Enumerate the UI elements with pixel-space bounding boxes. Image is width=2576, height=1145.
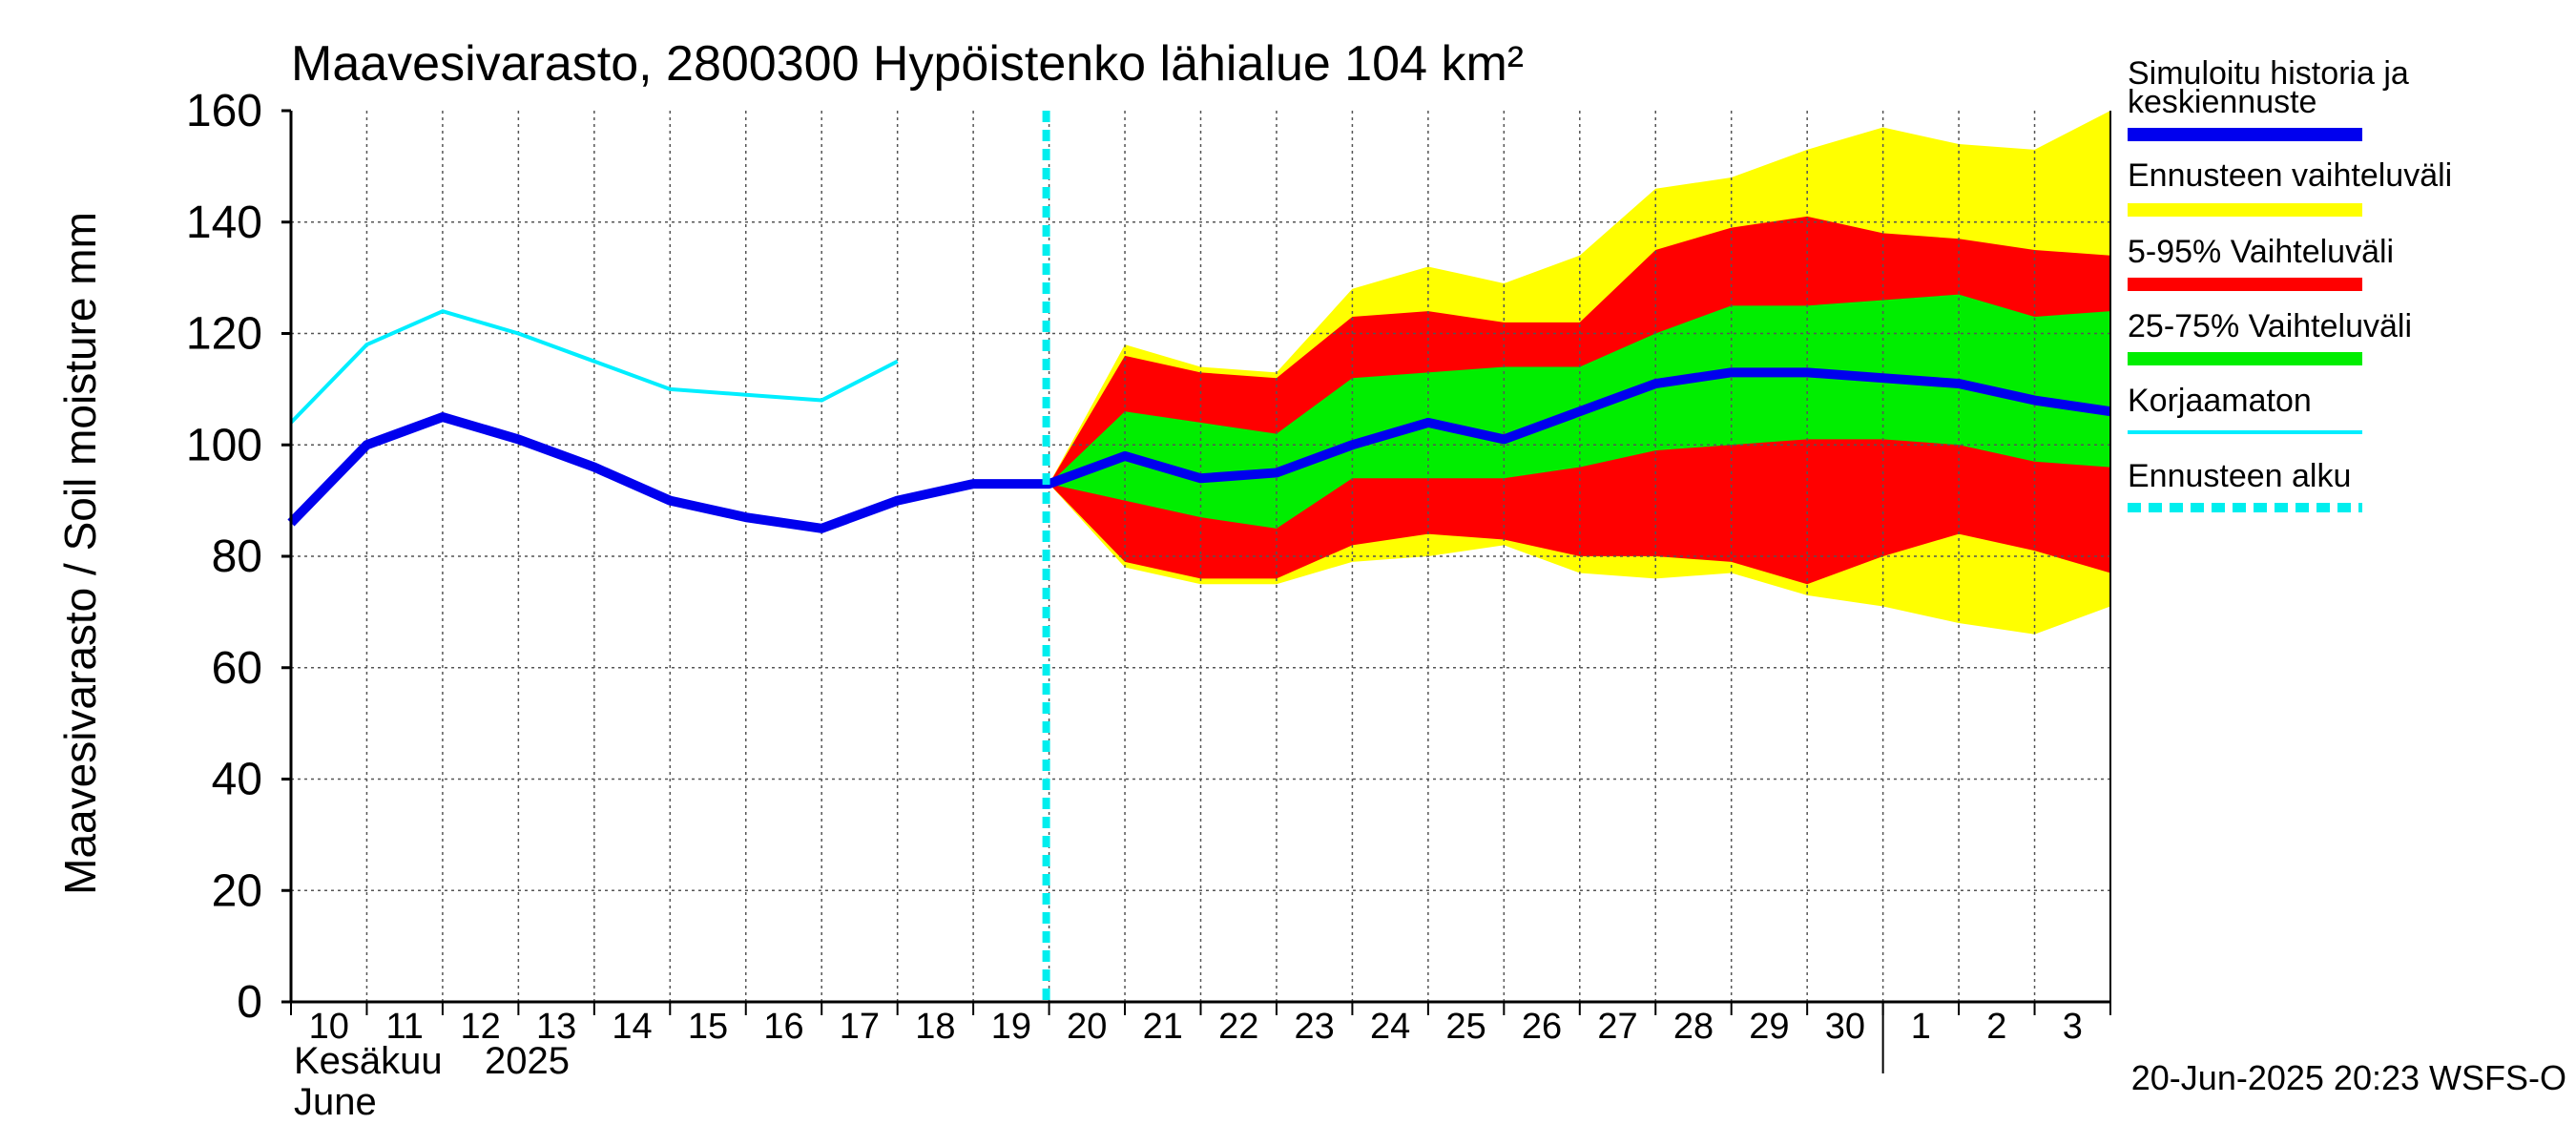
- x-tick-label-5: 15: [688, 1007, 728, 1047]
- legend-label-4: Korjaamaton: [2128, 383, 2312, 419]
- x-tick-label-23: 3: [2063, 1007, 2083, 1047]
- series-line-0: [289, 309, 899, 425]
- month-label-en: June: [294, 1081, 377, 1123]
- year-label: 2025: [485, 1040, 570, 1082]
- legend-label-0-line2: keskiennuste: [2128, 84, 2316, 120]
- chart-title: Maavesivarasto, 2800300 Hypöistenko lähi…: [291, 36, 1524, 92]
- x-tick-label-11: 21: [1143, 1007, 1183, 1047]
- x-tick-label-15: 25: [1445, 1007, 1485, 1047]
- x-tick-label-3: 13: [536, 1007, 576, 1047]
- y-tick-label-7: 140: [186, 198, 262, 248]
- y-tick-label-6: 120: [186, 309, 262, 360]
- y-axis-label: Maavesivarasto / Soil moisture mm: [55, 212, 105, 895]
- y-tick-label-2: 40: [212, 755, 262, 805]
- legend-label-0: Simuloitu historia ja: [2128, 55, 2409, 92]
- legend-label-3: 25-75% Vaihteluväli: [2128, 308, 2412, 344]
- x-tick-label-12: 22: [1218, 1007, 1258, 1047]
- y-tick-label-8: 160: [186, 86, 262, 136]
- series-line-1: [287, 367, 2111, 533]
- footer-timestamp: 20-Jun-2025 20:23 WSFS-O: [2131, 1058, 2566, 1097]
- x-tick-label-20: 30: [1825, 1007, 1865, 1047]
- x-tick-label-9: 19: [991, 1007, 1031, 1047]
- x-tick-label-19: 29: [1749, 1007, 1789, 1047]
- x-tick-label-10: 20: [1067, 1007, 1107, 1047]
- x-tick-label-17: 27: [1597, 1007, 1637, 1047]
- grid-lines: [291, 111, 2110, 1002]
- legend-label-1: Ennusteen vaihteluväli: [2128, 157, 2452, 194]
- x-tick-label-2: 12: [461, 1007, 501, 1047]
- x-tick-label-0: 10: [309, 1007, 349, 1047]
- series-lines: [287, 111, 2111, 1002]
- y-tick-label-3: 60: [212, 643, 262, 694]
- y-tick-label-0: 0: [237, 977, 262, 1028]
- x-tick-label-22: 2: [1986, 1007, 2006, 1047]
- y-tick-label-1: 20: [212, 865, 262, 916]
- x-tick-label-1: 11: [385, 1007, 423, 1047]
- x-tick-label-14: 24: [1370, 1007, 1410, 1047]
- y-tick-label-4: 80: [212, 531, 262, 582]
- x-tick-label-21: 1: [1911, 1007, 1931, 1047]
- x-tick-label-4: 14: [612, 1007, 652, 1047]
- x-tick-label-6: 16: [763, 1007, 803, 1047]
- legend-label-2: 5-95% Vaihteluväli: [2128, 234, 2394, 270]
- month-label-fi: Kesäkuu: [294, 1040, 443, 1082]
- x-tick-label-7: 17: [840, 1007, 880, 1047]
- x-tick-label-8: 18: [915, 1007, 955, 1047]
- x-tick-label-13: 23: [1295, 1007, 1335, 1047]
- y-tick-label-5: 100: [186, 420, 262, 470]
- x-tick-label-18: 28: [1673, 1007, 1714, 1047]
- x-tick-label-16: 26: [1522, 1007, 1562, 1047]
- legend-label-5: Ennusteen alku: [2128, 458, 2351, 494]
